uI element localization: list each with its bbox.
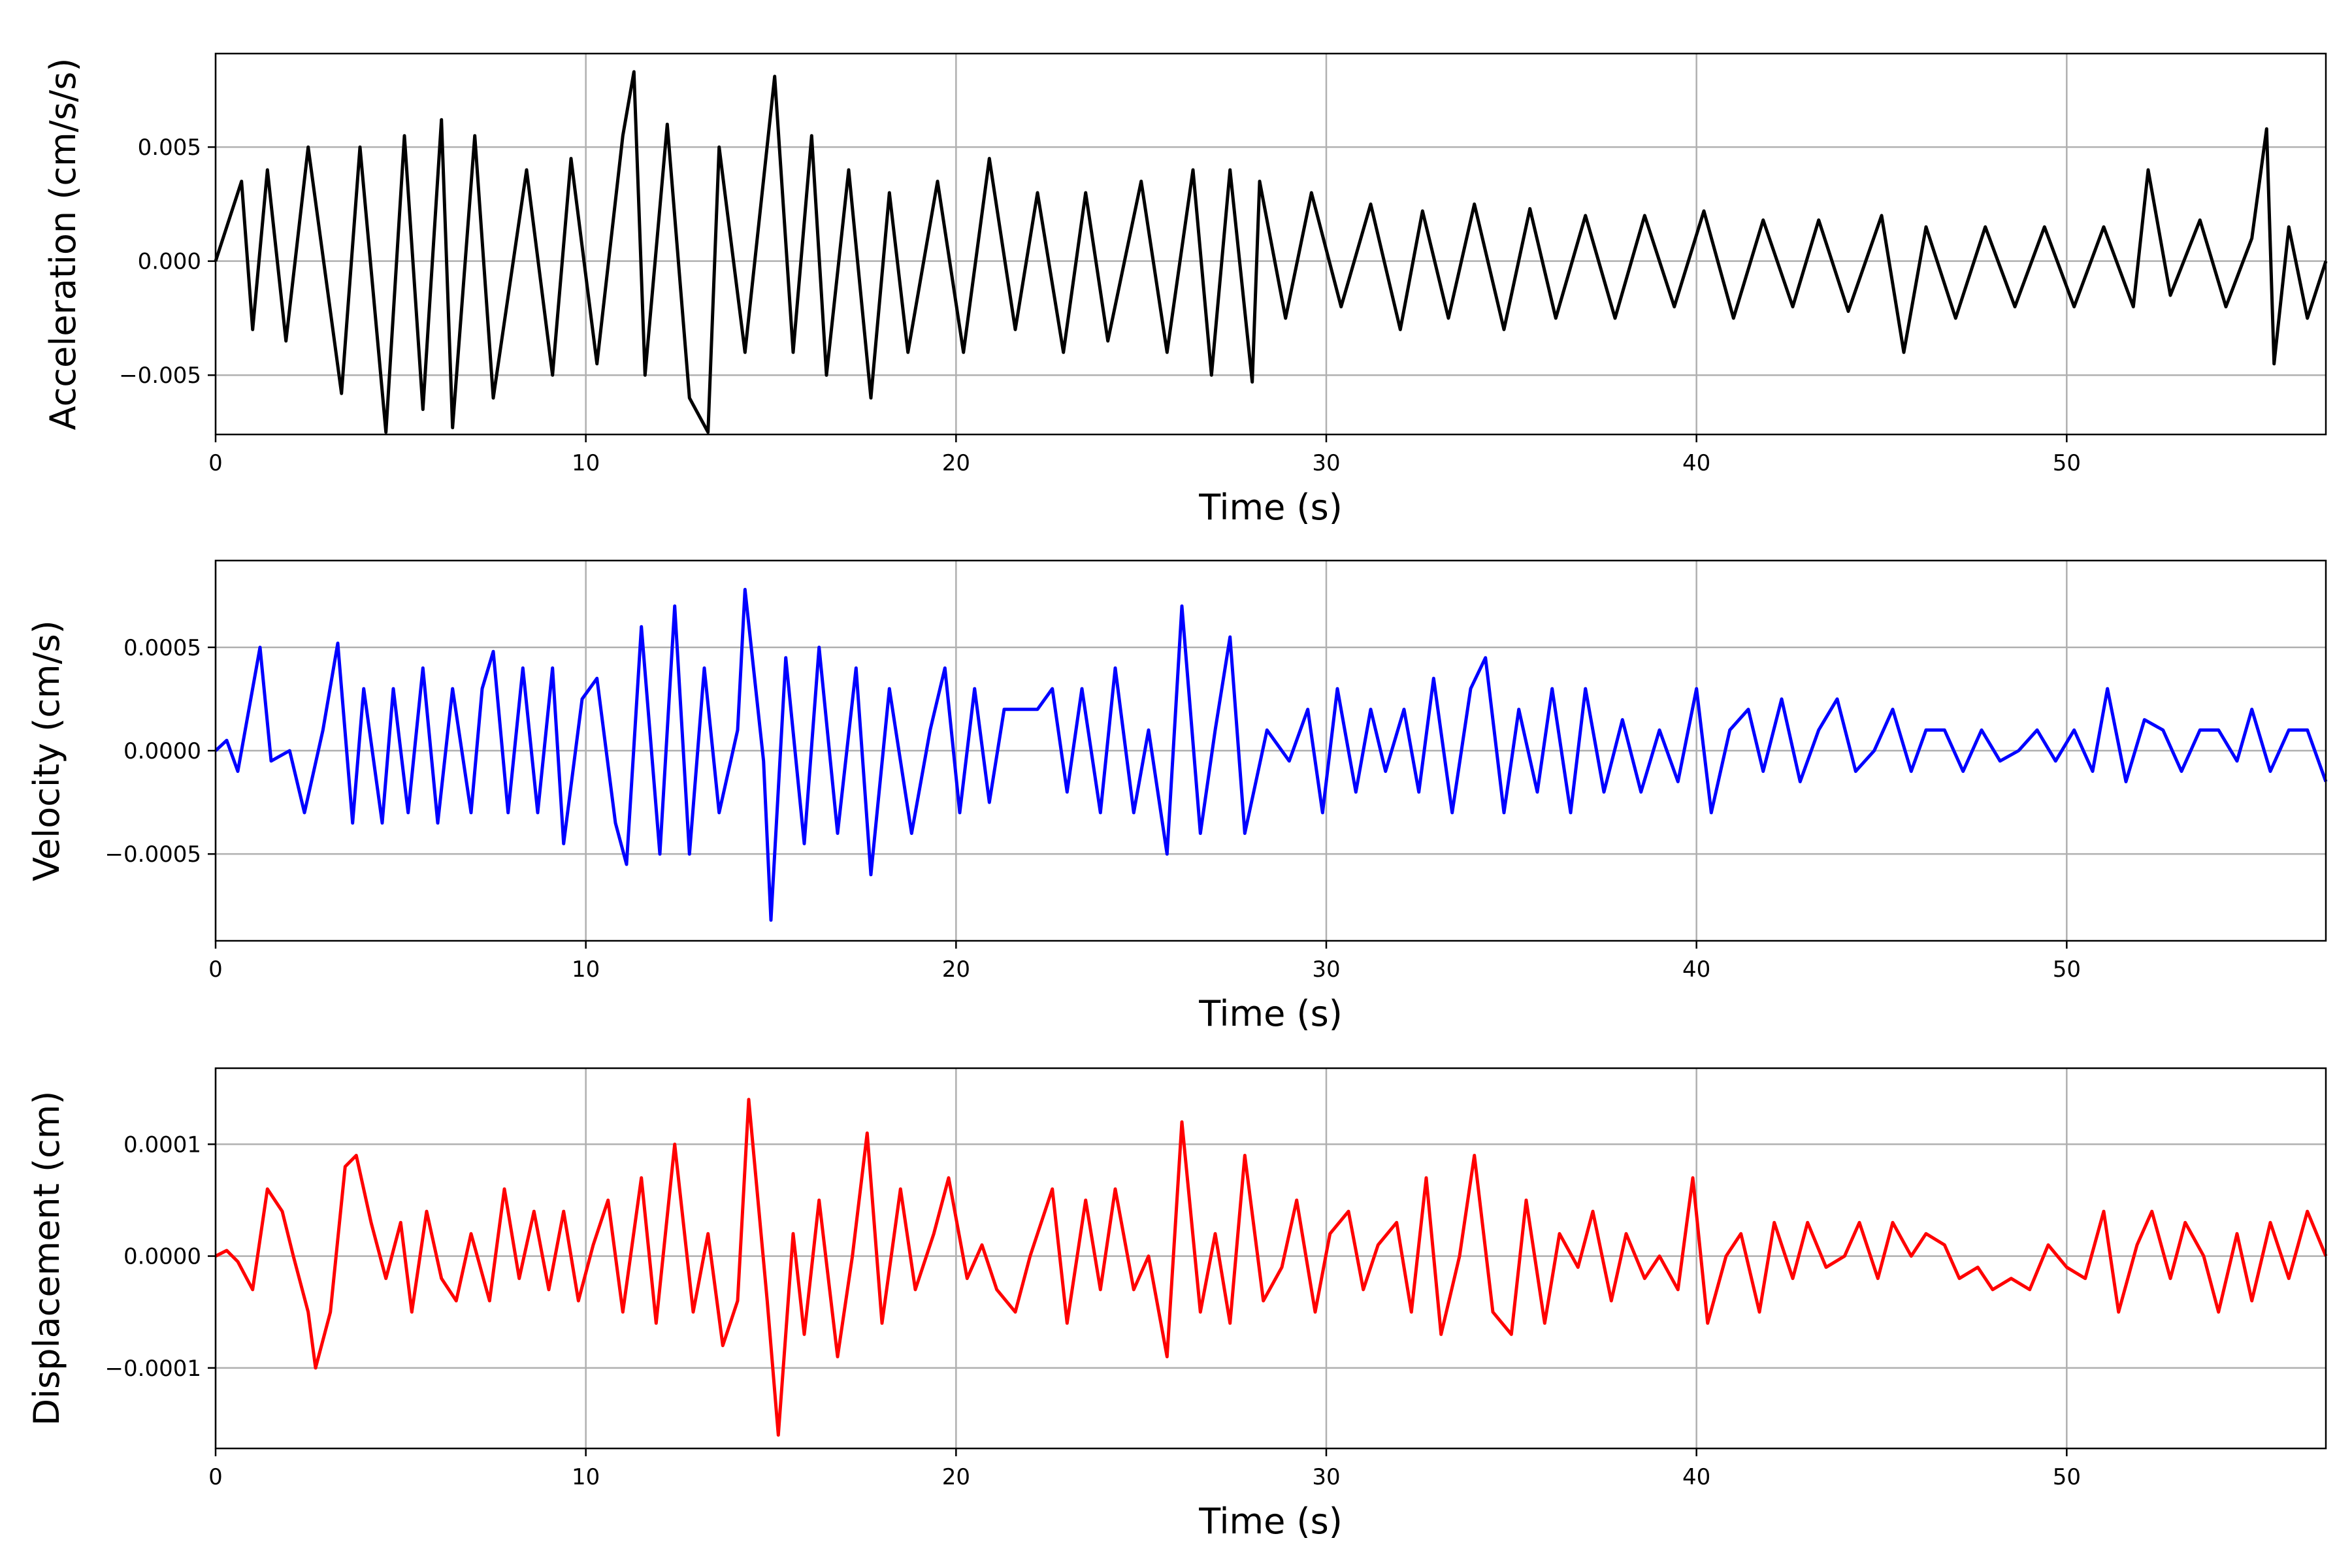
acceleration-x-tick-label: 0 <box>208 450 223 476</box>
displacement-x-tick-label: 10 <box>572 1464 600 1490</box>
acceleration-y-tick-label: 0.005 <box>138 135 201 161</box>
velocity-y-tick-label: 0.0000 <box>123 738 201 764</box>
acceleration-plot-frame <box>214 52 2327 436</box>
velocity-x-tick-label: 20 <box>942 956 970 983</box>
acceleration-x-tick-label: 10 <box>572 450 600 476</box>
velocity-x-tick-label: 40 <box>1682 956 1710 983</box>
velocity-x-tick-label: 50 <box>2053 956 2081 983</box>
acceleration-panel: 0 10 20 30 40 50 −0.005 0.000 0.005 Time (s) Accel… <box>42 52 2328 528</box>
displacement-x-axis-title: Time (s) <box>1198 1501 1343 1542</box>
velocity-x-tick-label: 10 <box>572 956 600 983</box>
velocity-series-line <box>214 587 2328 922</box>
velocity-y-tick-label: 0.0005 <box>123 635 201 661</box>
acceleration-x-axis-title: Time (s) <box>1198 487 1343 528</box>
displacement-x-tick-label: 20 <box>942 1464 970 1490</box>
velocity-x-axis-title: Time (s) <box>1198 993 1343 1034</box>
acceleration-x-tick-label: 40 <box>1682 450 1710 476</box>
acceleration-y-axis-title: Acceleration (cm/s/s) <box>42 58 84 431</box>
displacement-x-tick-label: 30 <box>1312 1464 1340 1490</box>
displacement-series-line <box>214 1098 2328 1437</box>
displacement-x-tick-label: 50 <box>2053 1464 2081 1490</box>
acceleration-series-line <box>214 70 2328 434</box>
displacement-y-tick-label: 0.0001 <box>123 1132 201 1158</box>
displacement-x-tick-label: 0 <box>208 1464 223 1490</box>
velocity-x-tick-label: 30 <box>1312 956 1340 983</box>
acceleration-y-tick-label: −0.005 <box>119 363 201 389</box>
displacement-y-axis-title: Displacement (cm) <box>26 1091 67 1426</box>
velocity-y-axis-title: Velocity (cm/s) <box>26 620 67 881</box>
displacement-y-tick-label: 0.0000 <box>123 1244 201 1270</box>
acceleration-x-tick-label: 50 <box>2053 450 2081 476</box>
displacement-plot-frame <box>214 1067 2327 1450</box>
acceleration-x-tick-label: 30 <box>1312 450 1340 476</box>
velocity-y-tick-label: −0.0005 <box>105 841 201 868</box>
velocity-x-tick-label: 0 <box>208 956 223 983</box>
acceleration-y-tick-label: 0.000 <box>138 249 201 275</box>
velocity-panel: 0 10 20 30 40 50 −0.0005 0.0000 0.0005 Time (s) Ve… <box>26 559 2328 1034</box>
displacement-x-tick-label: 40 <box>1682 1464 1710 1490</box>
displacement-y-tick-label: −0.0001 <box>105 1356 201 1382</box>
acceleration-x-tick-label: 20 <box>942 450 970 476</box>
displacement-panel: 0 10 20 30 40 50 −0.0001 0.0000 0.0001 Time (s) Di… <box>26 1067 2328 1542</box>
